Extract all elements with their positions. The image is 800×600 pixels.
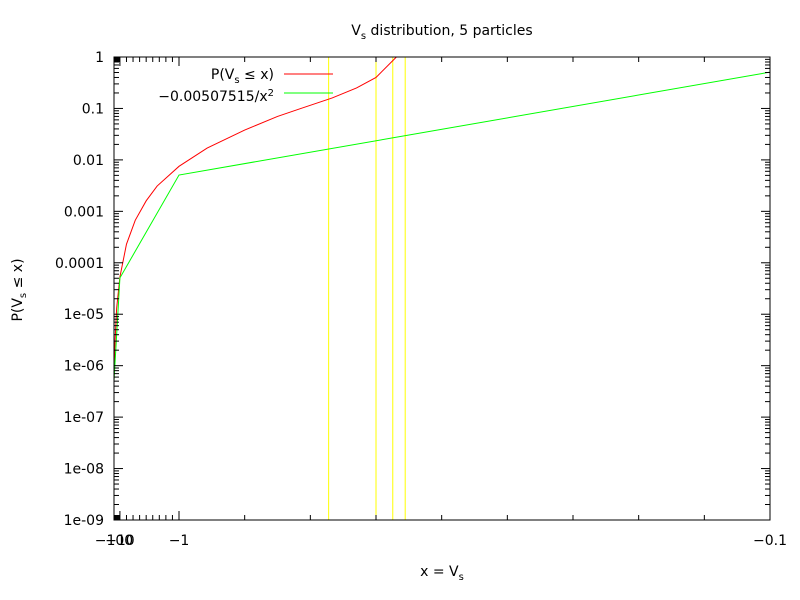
x-axis-label: x = Vs <box>420 564 464 583</box>
vertical-lines <box>328 57 406 520</box>
plot-frame <box>113 56 771 521</box>
chart-title: Vs distribution, 5 particles <box>351 23 532 42</box>
y-tick-label: 1e-08 <box>64 462 104 478</box>
y-tick-label: 1e-09 <box>64 513 104 529</box>
axis-ticks <box>113 56 771 521</box>
y-tick-label: 0.1 <box>82 101 104 117</box>
series-line-0 <box>114 57 397 382</box>
x-tick-label: −100 <box>95 533 133 549</box>
y-tick-label: 0.001 <box>64 204 104 220</box>
series-lines <box>114 57 770 382</box>
y-tick-label: 1e-05 <box>64 307 104 323</box>
x-tick-label: −1 <box>169 533 190 549</box>
legend: P(Vs ≤ x) −0.00507515/x2 <box>158 67 333 105</box>
y-tick-label: 1e-06 <box>64 359 104 375</box>
x-tick-label: −10 <box>105 533 135 549</box>
y-tick-label: 1e-07 <box>64 410 104 426</box>
y-tick-labels: 1 0.1 0.01 0.001 0.0001 1e-05 1e-06 1e-07 1e-08 1… <box>55 50 104 529</box>
y-tick-label: 0.01 <box>73 153 104 169</box>
legend-label-p: P(Vs ≤ x) <box>211 67 274 86</box>
legend-label-fit: −0.00507515/x2 <box>158 88 274 105</box>
series-line-1 <box>114 71 770 381</box>
x-tick-labels: −100−10 −1 −0.1 <box>95 533 787 549</box>
y-tick-label: 1 <box>95 50 104 66</box>
x-tick-label: −0.1 <box>753 533 787 549</box>
y-tick-label: 0.0001 <box>55 256 104 272</box>
y-axis-label: P(Vs ≤ x) <box>10 258 29 321</box>
